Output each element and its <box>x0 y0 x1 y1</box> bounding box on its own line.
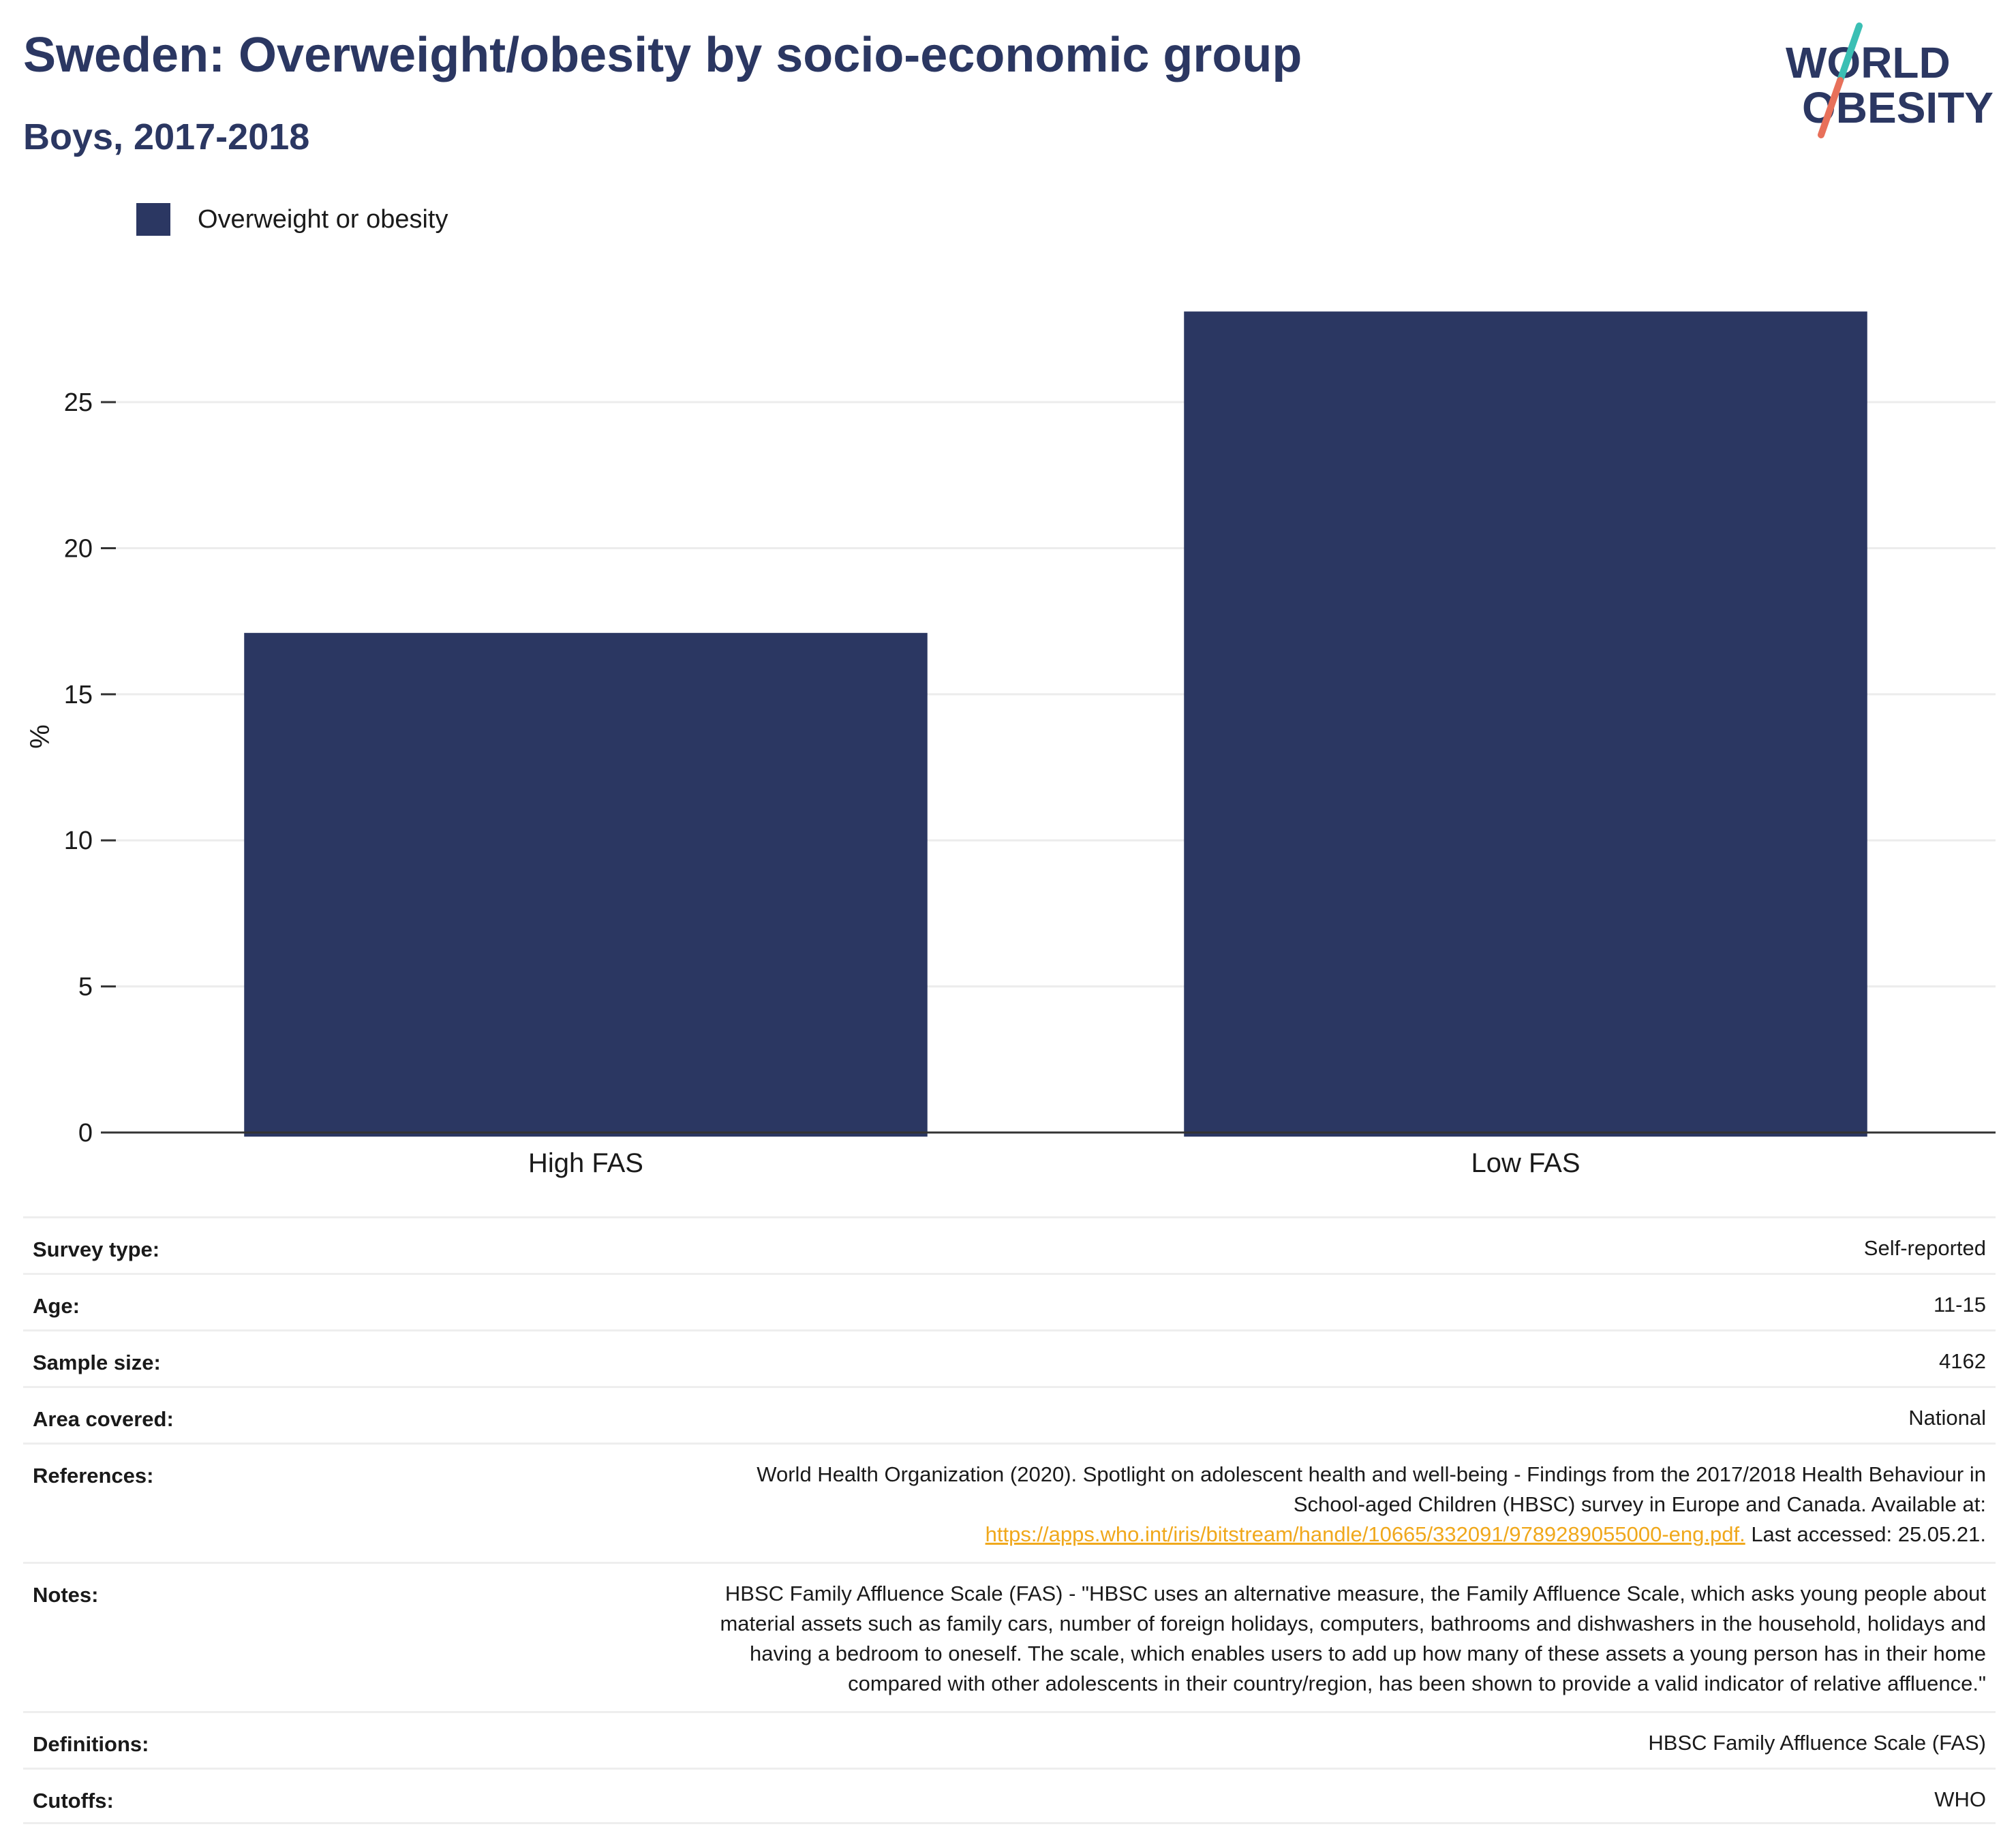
meta-value: WHO <box>1934 1787 1986 1811</box>
reference-link[interactable]: https://apps.who.int/iris/bitstream/hand… <box>985 1522 1745 1546</box>
y-tick-label: 10 <box>64 827 93 855</box>
meta-row-references: References: World Health Organization (2… <box>23 1443 1996 1562</box>
meta-value: Self-reported <box>1863 1236 1986 1260</box>
bars <box>244 311 1867 1137</box>
bar-low-fas <box>1184 311 1867 1137</box>
meta-row-sample-size: Sample size: 4162 <box>23 1329 1996 1386</box>
y-tick-label: 15 <box>64 681 93 709</box>
meta-value: HBSC Family Affluence Scale (FAS) <box>1648 1731 1986 1755</box>
metadata-table: Survey type: Self-reported Age: 11-15 Sa… <box>23 1216 1996 1824</box>
meta-label: Age: <box>33 1294 80 1318</box>
meta-value-references: World Health Organization (2020). Spotli… <box>757 1445 1986 1562</box>
y-tick-label: 20 <box>64 534 93 563</box>
world-obesity-logo: WORLD OBESITY <box>1786 22 1994 138</box>
reference-accessed: Last accessed: 25.05.21. <box>1745 1522 1986 1546</box>
notes-line-4: compared with other adolescents in their… <box>848 1672 1986 1695</box>
meta-label: References: <box>33 1464 154 1488</box>
meta-value: National <box>1908 1406 1986 1430</box>
logo-line-1: WORLD <box>1786 38 1951 87</box>
meta-row-notes: Notes: HBSC Family Affluence Scale (FAS)… <box>23 1562 1996 1711</box>
reference-text-line-2: School-aged Children (HBSC) survey in Eu… <box>1293 1492 1986 1516</box>
y-axis-label: % <box>25 724 55 749</box>
x-tick-label: Low FAS <box>1471 1148 1580 1178</box>
notes-line-3: having a bedroom to oneself. The scale, … <box>749 1642 1986 1665</box>
meta-label: Survey type: <box>33 1237 160 1261</box>
legend: Overweight or obesity <box>136 203 448 236</box>
meta-row-survey-type: Survey type: Self-reported <box>23 1216 1996 1273</box>
legend-label: Overweight or obesity <box>198 204 448 234</box>
meta-label: Definitions: <box>33 1732 149 1756</box>
meta-row-definitions: Definitions: HBSC Family Affluence Scale… <box>23 1711 1996 1768</box>
notes-line-2: material assets such as family cars, num… <box>720 1612 1986 1635</box>
meta-label: Cutoffs: <box>33 1789 114 1813</box>
y-tick-label: 5 <box>78 973 93 1002</box>
logo-slash-bottom <box>1818 77 1844 138</box>
meta-value-notes: HBSC Family Affluence Scale (FAS) - "HBS… <box>720 1564 1986 1711</box>
meta-row-cutoffs: Cutoffs: WHO <box>23 1768 1996 1824</box>
reference-text-line-1: World Health Organization (2020). Spotli… <box>757 1462 1986 1486</box>
meta-value: 4162 <box>1939 1349 1986 1373</box>
meta-label: Area covered: <box>33 1407 174 1431</box>
meta-value: 11-15 <box>1934 1293 1986 1316</box>
chart-title: Sweden: Overweight/obesity by socio-econ… <box>23 28 1302 82</box>
y-tick-label: 25 <box>64 388 93 417</box>
meta-label: Sample size: <box>33 1351 161 1374</box>
x-tick-label: High FAS <box>528 1148 643 1178</box>
axes: 0 5 10 15 20 25 High FAS Low FAS% <box>25 388 1996 1178</box>
logo-slash-top <box>1837 22 1863 84</box>
bar-chart: 0 5 10 15 20 25 High FAS Low FAS% <box>25 311 1996 1178</box>
bar-high-fas <box>244 632 928 1137</box>
notes-line-1: HBSC Family Affluence Scale (FAS) - "HBS… <box>724 1582 1986 1605</box>
meta-row-age: Age: 11-15 <box>23 1273 1996 1329</box>
y-tick-label: 0 <box>78 1119 93 1148</box>
meta-row-area-covered: Area covered: National <box>23 1386 1996 1443</box>
chart-subtitle: Boys, 2017-2018 <box>23 117 310 157</box>
meta-label: Notes: <box>33 1583 99 1607</box>
legend-swatch <box>136 203 170 236</box>
